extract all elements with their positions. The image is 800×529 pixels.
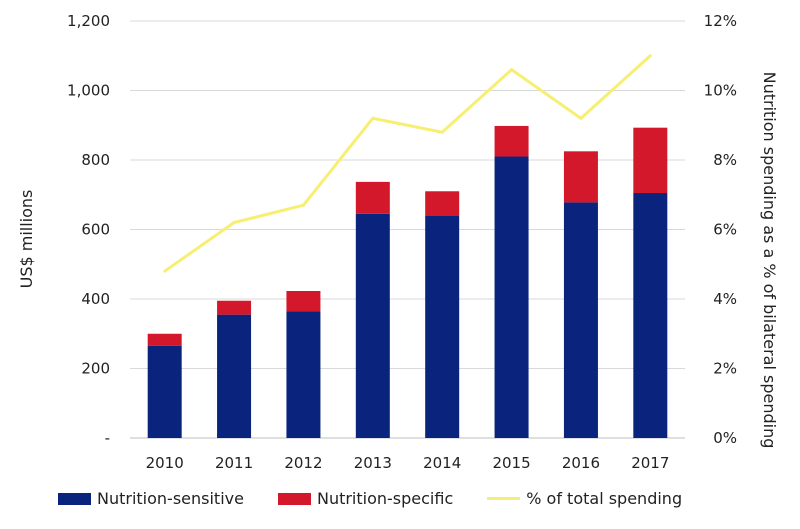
legend-label-percent: % of total spending [526,489,683,508]
legend-item-percent: % of total spending [487,489,682,508]
bar-nutrition-specific [633,127,668,194]
y-tick-label: 600 [81,221,110,239]
line-percent-of-total [163,54,652,273]
line-point [510,68,514,72]
y2-tick-label: 0% [713,429,737,447]
line-point [371,116,375,120]
y-axis-title: US$ millions [17,190,36,289]
x-tick-label: 2010 [146,454,184,472]
legend-swatch-specific [277,492,311,505]
y-tick-label: 400 [81,290,110,308]
bar-nutrition-specific [563,151,598,203]
line-point [163,269,167,273]
bar-nutrition-sensitive [563,202,598,438]
tick-labels: - 200 400 600 800 1,000 1,200 0% 2% 4% 6% 8% 10% 12% 2… [67,12,737,472]
line-point [440,130,444,134]
x-tick-label: 2011 [215,454,253,472]
y-tick-label: 1,000 [67,82,110,100]
bar-nutrition-specific [286,291,321,312]
x-tick-label: 2017 [631,454,669,472]
bar-nutrition-specific [494,125,529,157]
y-tick-label: 800 [81,151,110,169]
y2-tick-label: 10% [704,82,737,100]
bar-nutrition-specific [217,300,252,315]
y2-tick-label: 2% [713,360,737,378]
x-tick-label: 2015 [492,454,530,472]
y2-tick-label: 6% [713,221,737,239]
bar-nutrition-specific [425,191,460,216]
x-tick-label: 2012 [284,454,322,472]
y2-axis-title: Nutrition spending as a % of bilateral s… [760,72,779,449]
legend-swatch-sensitive [58,492,91,505]
gridlines [130,20,685,439]
line-point [648,54,652,58]
y-tick-label: - [105,429,110,447]
bar-nutrition-specific [355,181,390,214]
legend: Nutrition-sensitive Nutrition-specific %… [58,489,716,508]
line-series [163,54,652,273]
bar-nutrition-sensitive [286,311,321,438]
bar-nutrition-sensitive [425,215,460,438]
bar-nutrition-sensitive [494,156,529,438]
bar-nutrition-specific [147,333,182,346]
bar-nutrition-sensitive [217,314,252,438]
legend-item-sensitive: Nutrition-sensitive [58,489,244,508]
bars [147,125,668,438]
bar-nutrition-sensitive [147,345,182,438]
y-tick-label: 200 [81,360,110,378]
x-tick-label: 2013 [354,454,392,472]
y2-tick-label: 12% [704,12,737,30]
y2-tick-label: 4% [713,290,737,308]
line-point [579,116,583,120]
x-tick-label: 2014 [423,454,461,472]
y-tick-label: 1,200 [67,12,110,30]
line-point [301,203,305,207]
legend-label-sensitive: Nutrition-sensitive [97,489,244,508]
legend-item-specific: Nutrition-specific [277,489,454,508]
bar-nutrition-sensitive [633,193,668,438]
y2-tick-label: 8% [713,151,737,169]
bar-nutrition-sensitive [355,213,390,438]
legend-label-specific: Nutrition-specific [316,489,454,508]
legend-swatch-percent [487,497,521,500]
x-tick-label: 2016 [562,454,600,472]
line-point [232,221,236,225]
